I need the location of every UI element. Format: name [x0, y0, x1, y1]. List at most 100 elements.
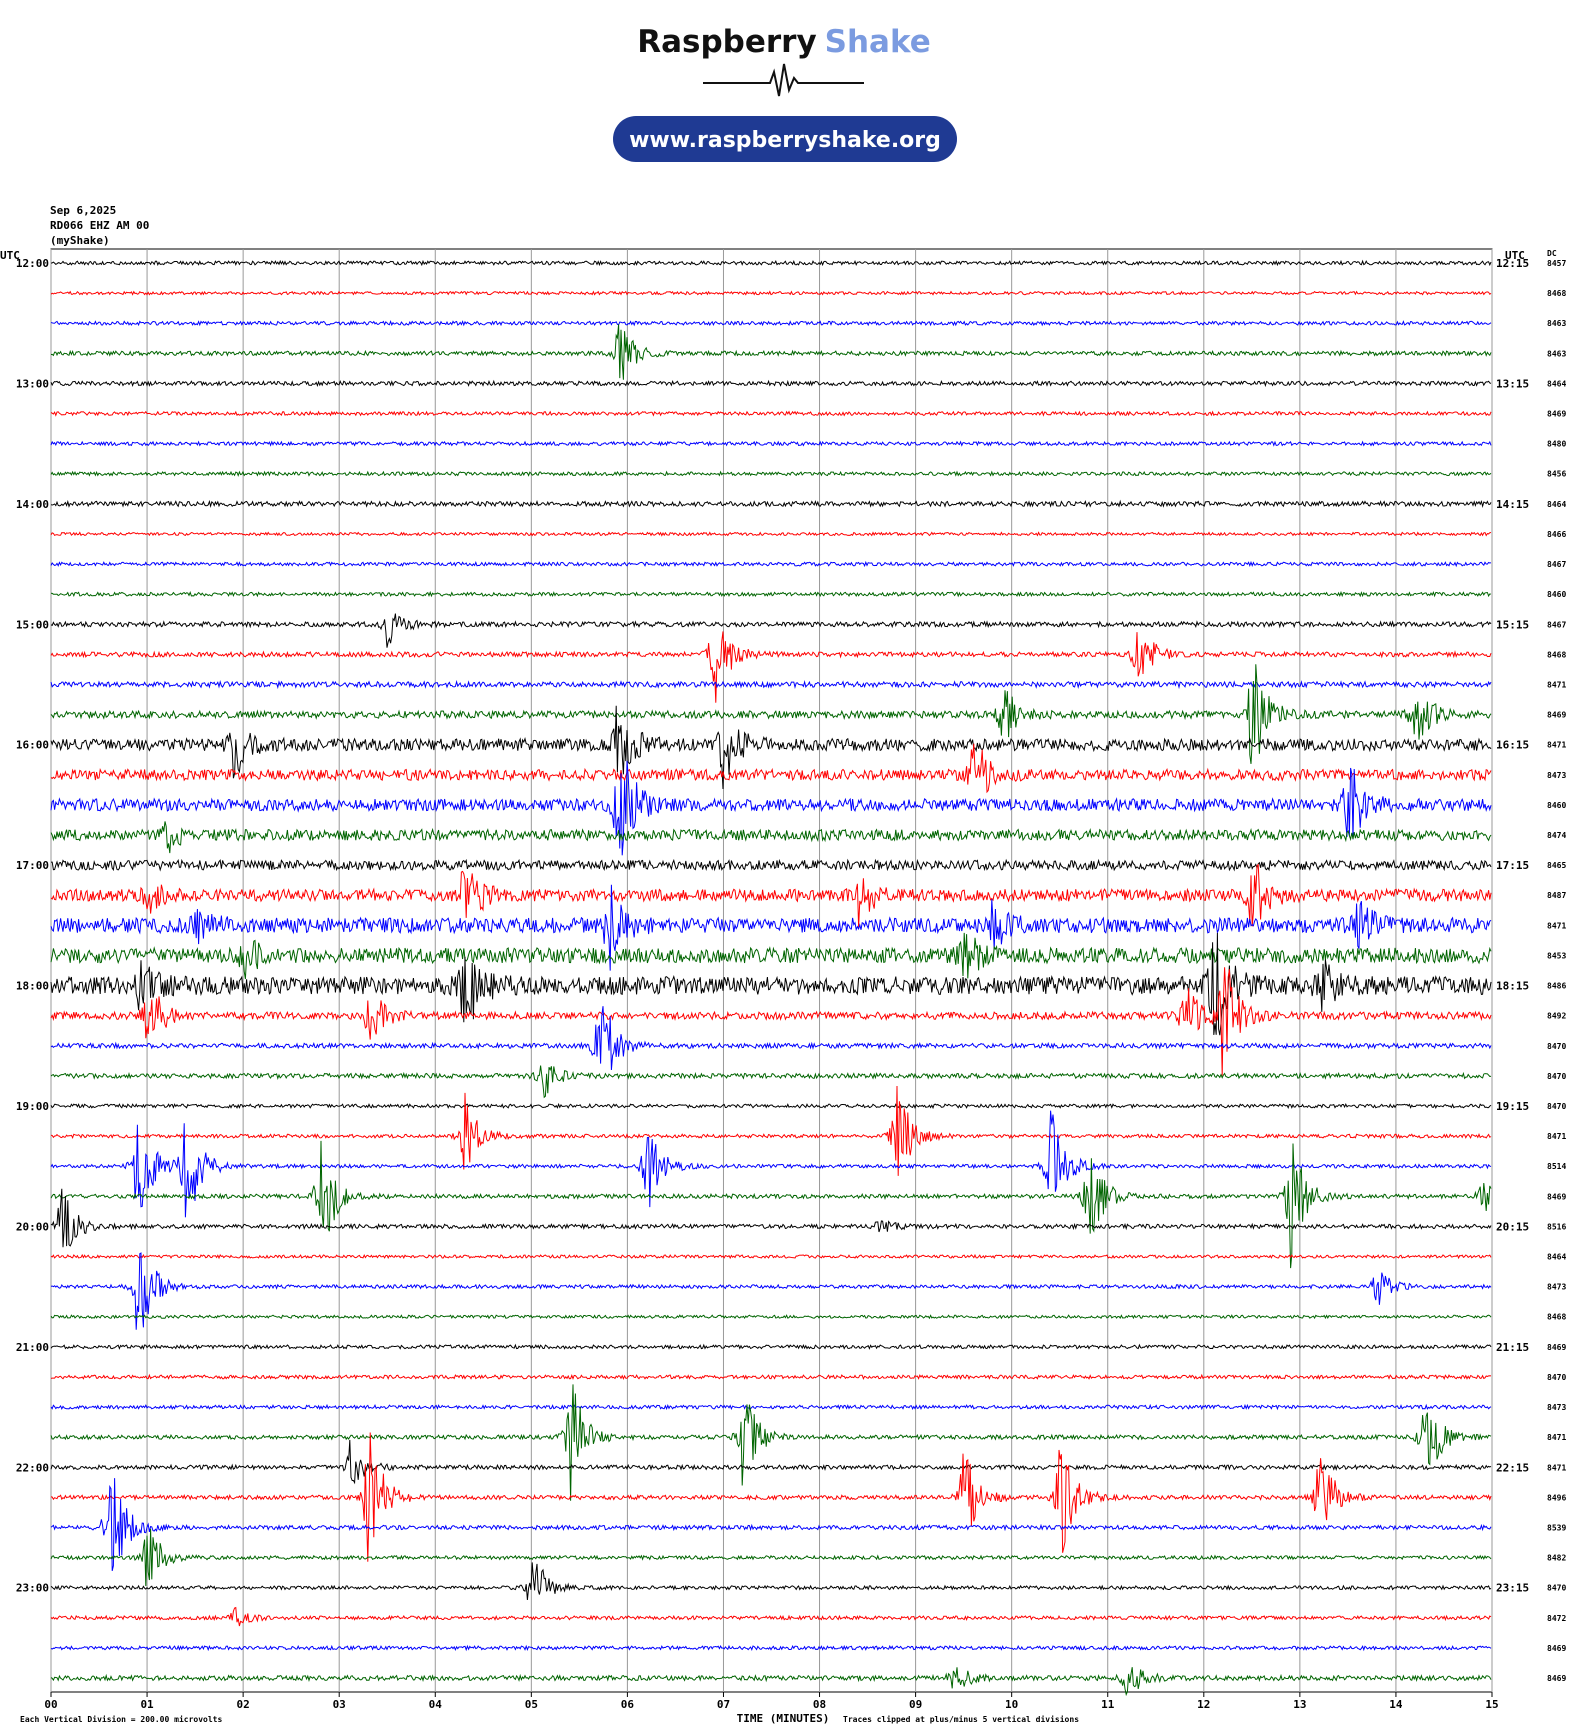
trace	[50, 1667, 1492, 1697]
x-axis-title: TIME (MINUTES)	[737, 1712, 830, 1725]
url-pill[interactable]	[613, 116, 957, 162]
x-tick-label: 12	[1197, 1698, 1210, 1711]
dc-value: 8460	[1547, 590, 1566, 599]
trace	[50, 1478, 1492, 1572]
dc-value: 8467	[1547, 620, 1566, 629]
dc-value: 8464	[1547, 500, 1566, 509]
trace	[50, 440, 1492, 447]
dc-value: 8470	[1547, 1072, 1566, 1081]
brand: Raspberry Shake	[637, 24, 931, 60]
trace	[50, 1373, 1492, 1381]
trace	[50, 324, 1492, 380]
x-tick-label: 08	[813, 1698, 826, 1711]
trace	[50, 410, 1492, 417]
hour-label-left: 20:00	[16, 1220, 49, 1233]
trace	[50, 1528, 1492, 1587]
dc-value: 8471	[1547, 680, 1566, 689]
hour-label-left: 22:00	[16, 1461, 49, 1474]
trace	[50, 967, 1492, 1076]
dc-value: 8464	[1547, 379, 1566, 388]
trace	[50, 1110, 1492, 1218]
dc-value: 8472	[1547, 1614, 1566, 1623]
hour-label-right: 17:15	[1496, 859, 1529, 872]
dc-value: 8464	[1547, 1253, 1566, 1262]
dc-value: 8471	[1547, 741, 1566, 750]
trace	[50, 290, 1492, 296]
x-tick-label: 02	[237, 1698, 250, 1711]
x-tick-label: 10	[1005, 1698, 1018, 1711]
hour-label-right: 18:15	[1496, 980, 1529, 993]
dc-value: 8463	[1547, 349, 1566, 358]
dc-value: 8470	[1547, 1042, 1566, 1051]
x-tick-label: 13	[1293, 1698, 1306, 1711]
dc-value: 8474	[1547, 831, 1566, 840]
trace	[50, 1432, 1492, 1562]
dc-value: 8473	[1547, 771, 1566, 780]
hour-label-right: 14:15	[1496, 498, 1529, 511]
trace	[50, 1252, 1492, 1330]
dc-value: 8471	[1547, 1132, 1566, 1141]
hour-label-right: 23:15	[1496, 1582, 1529, 1595]
hour-label-left: 15:00	[16, 618, 49, 631]
dc-value: 8469	[1547, 410, 1566, 419]
source: (myShake)	[50, 234, 110, 247]
dc-value: 8471	[1547, 1463, 1566, 1472]
hour-label-right: 13:15	[1496, 377, 1529, 390]
x-tick-label: 01	[140, 1698, 154, 1711]
trace	[50, 379, 1492, 388]
date: Sep 6,2025	[50, 204, 116, 217]
trace	[50, 1384, 1492, 1501]
trace	[50, 499, 1492, 508]
hour-label-left: 12:00	[16, 257, 49, 270]
trace	[51, 858, 1492, 872]
dc-value: 8466	[1547, 530, 1566, 539]
scale-note: Each Vertical Division = 200.00 microvol…	[20, 1714, 222, 1724]
dc-value: 8487	[1547, 891, 1566, 900]
hour-label-right: 19:15	[1496, 1100, 1529, 1113]
trace	[50, 705, 1492, 790]
trace	[50, 531, 1492, 537]
hour-label-right: 16:15	[1496, 739, 1529, 752]
trace	[50, 679, 1492, 690]
trace	[50, 590, 1492, 598]
trace	[50, 821, 1492, 854]
dc-value: 8460	[1547, 801, 1566, 810]
brand-word: Raspberry	[637, 24, 816, 60]
brand-word: Shake	[825, 24, 931, 60]
x-tick-label: 04	[429, 1698, 443, 1711]
x-tick-label: 09	[909, 1698, 922, 1711]
hour-label-right: 21:15	[1496, 1341, 1529, 1354]
hour-label-left: 17:00	[16, 859, 49, 872]
url[interactable]: www.raspberryshake.org	[629, 128, 941, 153]
trace	[50, 1314, 1492, 1320]
dc-value: 8471	[1547, 1433, 1566, 1442]
dc-value: 8470	[1547, 1102, 1566, 1111]
dc-value: 8471	[1547, 921, 1566, 930]
hour-label-left: 18:00	[16, 980, 49, 993]
dc-value: 8469	[1547, 1674, 1566, 1683]
trace	[50, 932, 1492, 1036]
station: RD066 EHZ AM 00	[50, 219, 149, 232]
trace	[50, 1253, 1492, 1260]
trace	[50, 1606, 1492, 1627]
x-tick-label: 00	[44, 1698, 57, 1711]
dc-value: 8468	[1547, 650, 1566, 659]
dc-value: 8456	[1547, 470, 1566, 479]
trace	[50, 1439, 1492, 1485]
dc-value: 8463	[1547, 319, 1566, 328]
hour-label-left: 16:00	[16, 739, 49, 752]
trace	[50, 631, 1492, 703]
trace	[50, 884, 1492, 971]
trace	[50, 1403, 1492, 1411]
dc-value: 8480	[1547, 440, 1566, 449]
dc-value: 8469	[1547, 1192, 1566, 1201]
dc-value: 8468	[1547, 289, 1566, 298]
dc-value: 8468	[1547, 1313, 1566, 1322]
right-axis-title: UTC	[1505, 249, 1525, 262]
trace	[50, 664, 1492, 764]
trace	[50, 470, 1492, 477]
trace	[50, 743, 1492, 794]
x-tick-label: 03	[333, 1698, 346, 1711]
left-axis-title: UTC	[0, 249, 20, 262]
hour-label-left: 13:00	[16, 377, 49, 390]
